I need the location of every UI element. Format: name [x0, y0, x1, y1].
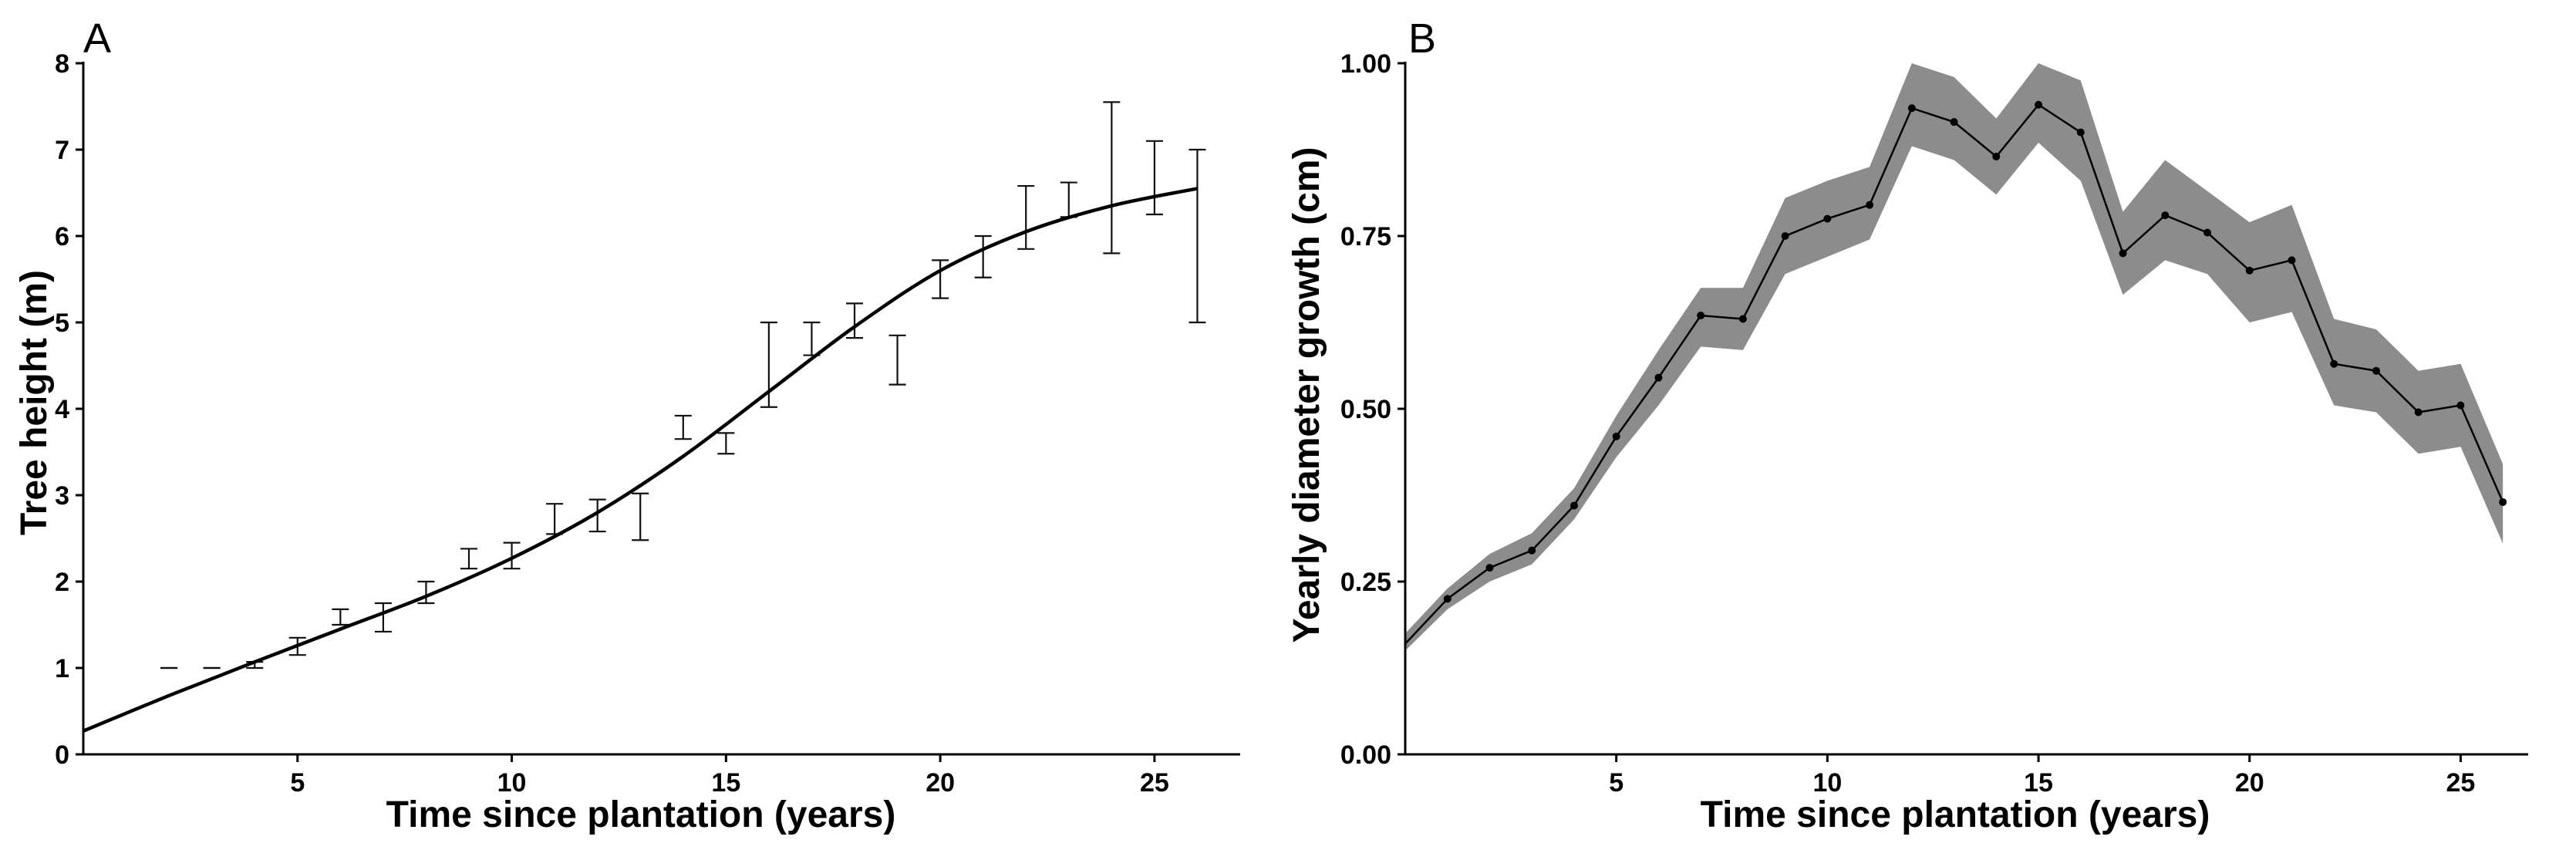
panel-b-y-tick-label: 0.00: [1340, 740, 1391, 770]
panel-a-x-tick-label: 15: [711, 768, 740, 798]
panel-a-error-bar: [1145, 140, 1163, 216]
panel-a-x-tick-label: 10: [497, 768, 527, 798]
panel-a-error-bar: [1189, 148, 1206, 324]
panel-a-y-axis-title: Tree height (m): [14, 270, 55, 535]
panel-a-y-tick-label: 6: [55, 222, 69, 251]
panel-a-letter: A: [83, 15, 111, 62]
panel-b-data-point: [1866, 201, 1874, 209]
panel-b-data-point: [2414, 408, 2423, 417]
panel-b-data-point: [2203, 228, 2211, 237]
panel-b-x-axis-title: Time since plantation (years): [1701, 794, 2210, 835]
panel-a-error-bar: [503, 541, 521, 570]
panel-a-error-bar: [374, 602, 392, 633]
panel-b-confidence-band: [1405, 63, 2504, 651]
panel-a: A 0 1 2 3 4 5 6 7 8 5 10 15 20 25 Time since plantati…: [14, 15, 1240, 835]
panel-b-x-tick-label: 15: [2024, 768, 2053, 798]
panel-b-letter: B: [1408, 15, 1436, 62]
panel-b-data-point: [1612, 432, 1620, 440]
panel-b-data-point: [1738, 315, 1747, 323]
panel-b-x-tick-label: 25: [2446, 768, 2476, 798]
panel-b-data-point: [1654, 373, 1663, 382]
panel-a-x-tick-label: 25: [1140, 768, 1169, 798]
panel-a-error-bar: [888, 334, 906, 386]
panel-b-data-point: [2245, 266, 2254, 275]
panel-b-data-point: [2499, 498, 2507, 506]
panel-a-error-bar: [803, 321, 821, 356]
panel-b-data-point: [2076, 128, 2085, 137]
panel-b-data-point: [1907, 104, 1916, 113]
panel-b-data-point: [2288, 256, 2296, 265]
panel-a-x-tick-label: 20: [926, 768, 955, 798]
panel-b-y-tick-label: 0.75: [1340, 222, 1391, 251]
panel-b-y-tick-label: 0.25: [1340, 568, 1391, 597]
panel-b-data-point: [2161, 211, 2170, 220]
panel-a-plot-area: 0 1 2 3 4 5 6 7 8 5 10 15 20 25: [55, 49, 1240, 798]
panel-b-data-point: [1992, 152, 2001, 160]
panel-a-error-bar: [974, 234, 992, 278]
panel-a-y-tick-label: 5: [55, 309, 69, 338]
panel-a-y-tick-label: 8: [55, 49, 69, 79]
panel-b-x-tick-label: 10: [1812, 768, 1842, 798]
panel-a-y-tick-label: 0: [55, 740, 69, 770]
panel-b-data-point: [1570, 501, 1578, 510]
panel-a-error-bar: [846, 302, 863, 339]
panel-b-plot-area: 0.00 0.25 0.50 0.75 1.00 5 10 15 20 25: [1340, 49, 2528, 798]
panel-a-y-tick-label: 3: [55, 481, 69, 511]
panel-b-data-point: [1528, 546, 1536, 555]
panel-b: B 0.00 0.25 0.50 0.75 1.00 5 10 15 20 25 Time sin…: [1286, 15, 2528, 835]
panel-a-error-bar: [332, 608, 349, 626]
panel-a-error-bar: [1017, 184, 1035, 250]
panel-b-data-point: [2372, 366, 2380, 375]
panel-a-error-bar: [932, 259, 949, 299]
panel-a-error-bar: [460, 548, 477, 570]
panel-b-data-point: [2119, 249, 2127, 258]
panel-a-error-bar: [546, 503, 564, 535]
panel-b-data-point: [1950, 118, 1958, 126]
panel-b-data-point: [1781, 232, 1789, 240]
panel-a-y-tick-label: 7: [55, 136, 69, 165]
panel-b-data-point: [1823, 214, 1832, 223]
panel-a-error-bar: [674, 414, 692, 440]
panel-a-error-bar: [717, 432, 735, 455]
panel-b-data-point: [1697, 312, 1705, 320]
panel-b-data-point: [1485, 564, 1494, 572]
panel-b-data-point: [1443, 595, 1452, 603]
panel-a-error-bar: [1103, 101, 1121, 255]
panel-b-data-point: [2456, 401, 2465, 410]
panel-b-y-tick-label: 0.50: [1340, 395, 1391, 424]
panel-b-data-point: [2035, 100, 2043, 109]
panel-a-error-bar: [632, 492, 649, 541]
panel-b-x-tick-label: 5: [1609, 768, 1623, 798]
panel-a-fit-curve: [83, 187, 1198, 733]
panel-a-error-bar: [417, 580, 435, 605]
panel-a-x-tick-label: 5: [290, 768, 305, 798]
panel-a-y-tick-label: 1: [55, 654, 69, 683]
panel-b-data-point: [2330, 359, 2338, 368]
panel-b-y-tick-label: 1.00: [1340, 49, 1391, 79]
panel-a-y-tick-label: 2: [55, 568, 69, 597]
panel-a-error-bar: [588, 498, 606, 533]
panel-a-x-axis-title: Time since plantation (years): [386, 794, 896, 835]
panel-a-y-tick-label: 4: [55, 395, 69, 424]
panel-b-y-axis-title: Yearly diameter growth (cm): [1286, 147, 1327, 643]
panel-a-error-bar: [1060, 181, 1077, 218]
panel-b-x-tick-label: 20: [2235, 768, 2264, 798]
